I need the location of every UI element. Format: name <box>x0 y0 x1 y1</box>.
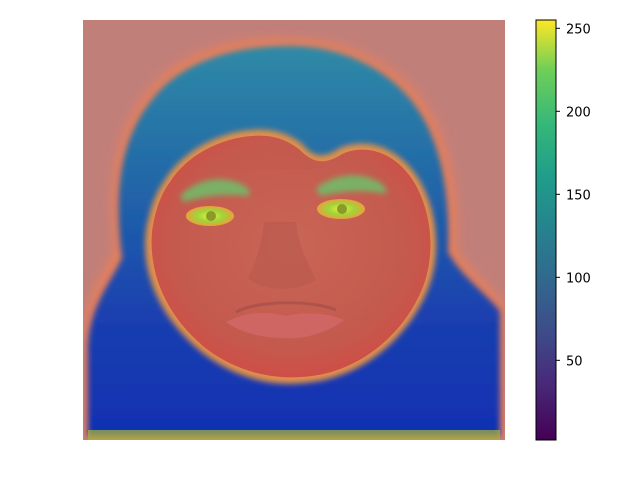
nose-region <box>248 222 316 289</box>
colorbar-tick-label-150: 150 <box>566 188 591 203</box>
eyebrow-left <box>180 179 250 202</box>
colorbar: 50 100 150 200 250 <box>535 19 591 441</box>
mustache-shadow <box>235 301 337 314</box>
heatmap-image <box>83 20 505 440</box>
colorbar-tick-label-200: 200 <box>566 105 591 120</box>
eyebrow-right <box>316 175 387 196</box>
mouth-region <box>226 312 344 339</box>
colorbar-gradient <box>536 20 556 440</box>
colorbar-tick-label-100: 100 <box>566 271 591 286</box>
colorbar-tick-label-250: 250 <box>566 22 591 37</box>
chin-band <box>88 430 500 440</box>
iris-right <box>337 204 347 214</box>
colorbar-border <box>535 19 557 441</box>
iris-left <box>206 211 216 221</box>
colorbar-tick-label-50: 50 <box>566 354 583 369</box>
forehead-peak <box>218 142 322 172</box>
colorbar-ticks: 50 100 150 200 250 <box>556 22 591 369</box>
